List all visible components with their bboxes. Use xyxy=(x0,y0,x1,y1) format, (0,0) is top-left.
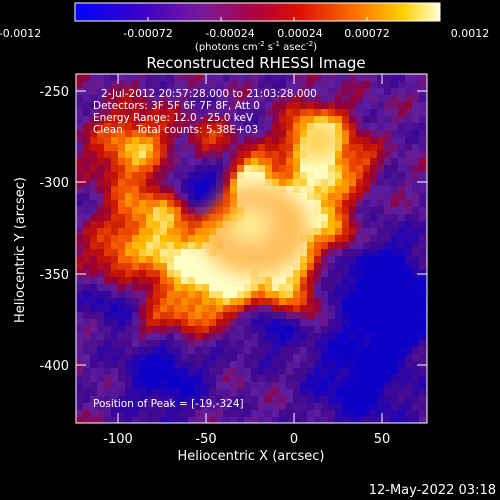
colorbar-units: (photons cm-2 s-1 asec-2) xyxy=(195,40,317,53)
rhessi-image xyxy=(76,74,427,423)
colorbar-gradient xyxy=(74,2,441,22)
detectors-info: Detectors: 3F 5F 6F 7F 8F, Att 0 xyxy=(93,100,260,112)
peak-position: Position of Peak = [-19,-324] xyxy=(93,398,244,410)
colorbar-tick-label: 0.0012 xyxy=(451,27,490,40)
y-tick-labels: -250 -300 -350 -400 xyxy=(39,85,69,374)
x-tick-label: 50 xyxy=(374,432,391,447)
colorbar: -0.0012 -0.00072 -0.00024 0.00024 0.0007… xyxy=(0,2,490,53)
x-axis-label: Heliocentric X (arcsec) xyxy=(178,449,325,464)
x-tick-label: 0 xyxy=(290,432,298,447)
colorbar-tick-label: -0.0012 xyxy=(0,27,41,40)
colorbar-tick-label: 0.00024 xyxy=(277,27,323,40)
plot-frame xyxy=(75,73,428,424)
y-tick-label: -350 xyxy=(39,268,69,283)
colorbar-tick-label: -0.00024 xyxy=(205,27,254,40)
y-tick-label: -250 xyxy=(39,85,69,100)
emission-glow xyxy=(200,120,340,275)
y-tick-label: -400 xyxy=(39,359,69,374)
x-tick-label: -50 xyxy=(195,432,216,447)
clean-total-counts: Clean Total counts: 5.38E+03 xyxy=(93,124,258,136)
plot-axes xyxy=(75,73,428,424)
energy-range: Energy Range: 12.0 - 25.0 keV xyxy=(93,112,254,124)
colorbar-tick-label: 0.00072 xyxy=(344,27,390,40)
x-tick-labels: -100 -50 0 50 xyxy=(103,432,390,447)
info-panel: 2-Jul-2012 20:57:28.000 to 21:03:28.000 … xyxy=(93,88,317,410)
x-tick-label: -100 xyxy=(103,432,133,447)
colorbar-tick-label: -0.00072 xyxy=(123,27,172,40)
y-tick-label: -300 xyxy=(39,176,69,191)
pixel-grid xyxy=(76,74,427,423)
y-axis-label: Heliocentric Y (arcsec) xyxy=(13,177,28,323)
time-range: 2-Jul-2012 20:57:28.000 to 21:03:28.000 xyxy=(101,88,317,100)
plot-timestamp: 12-May-2022 03:18 xyxy=(369,483,496,498)
plot-title: Reconstructed RHESSI Image xyxy=(146,54,365,72)
